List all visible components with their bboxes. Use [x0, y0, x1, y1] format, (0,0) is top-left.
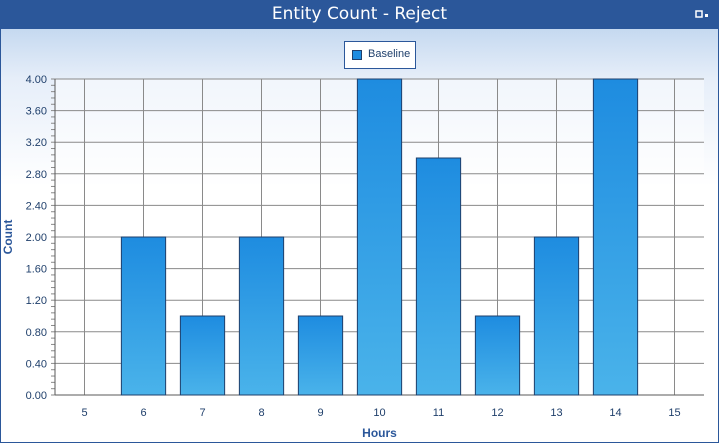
x-tick-label: 12: [491, 407, 503, 419]
legend-swatch: [352, 50, 362, 60]
x-tick-label: 9: [317, 407, 323, 419]
bar-baseline-9: [297, 315, 344, 396]
y-tick-label: 2.40: [26, 200, 47, 212]
y-tick-label: 3.20: [26, 137, 47, 149]
y-tick-label: 1.20: [26, 295, 47, 307]
bar-baseline-14: [592, 78, 639, 396]
bars: [120, 78, 639, 396]
x-tick-label: 6: [140, 407, 146, 419]
x-tick-label: 8: [258, 407, 264, 419]
x-tick-label: 11: [433, 407, 444, 419]
x-axis-title: Hours: [362, 426, 397, 440]
restore-icon[interactable]: [693, 9, 711, 21]
y-tick-label: 0.80: [26, 327, 47, 339]
bar-baseline-13: [533, 236, 580, 396]
bar-baseline-8: [238, 236, 285, 396]
bar-baseline-11: [415, 157, 462, 396]
x-tick-label: 14: [609, 407, 621, 419]
legend[interactable]: Baseline: [344, 41, 416, 69]
window-title: Entity Count - Reject: [271, 4, 448, 24]
y-tick-label: 2.00: [26, 232, 47, 244]
bar-baseline-7: [179, 315, 226, 396]
legend-label: Baseline: [368, 48, 411, 60]
x-tick-label: 10: [373, 407, 385, 419]
x-tick-label: 13: [550, 407, 562, 419]
x-tick-label: 7: [199, 407, 205, 419]
y-axis-title: Count: [1, 220, 15, 255]
title-bar: Entity Count - Reject: [1, 1, 718, 29]
bar-baseline-12: [474, 315, 521, 396]
y-tick-label: 4.00: [26, 74, 47, 86]
y-tick-label: 2.80: [26, 169, 47, 181]
y-tick-label: 0.00: [26, 390, 47, 402]
x-tick-label: 15: [668, 407, 680, 419]
y-tick-label: 0.40: [26, 358, 47, 370]
y-tick-label: 1.60: [26, 264, 47, 276]
bar-baseline-6: [120, 236, 167, 396]
bar-chart: 0.00 0.40 0.80 1.20 1.60 2.00 2.40 2.80 3.20 3.60…: [1, 74, 704, 440]
y-tick-label: 3.60: [26, 106, 47, 118]
x-tick-label: 5: [81, 407, 87, 419]
bar-baseline-10: [356, 78, 403, 396]
axis-labels: 0.00 0.40 0.80 1.20 1.60 2.00 2.40 2.80 3.20 3.60…: [1, 74, 681, 440]
